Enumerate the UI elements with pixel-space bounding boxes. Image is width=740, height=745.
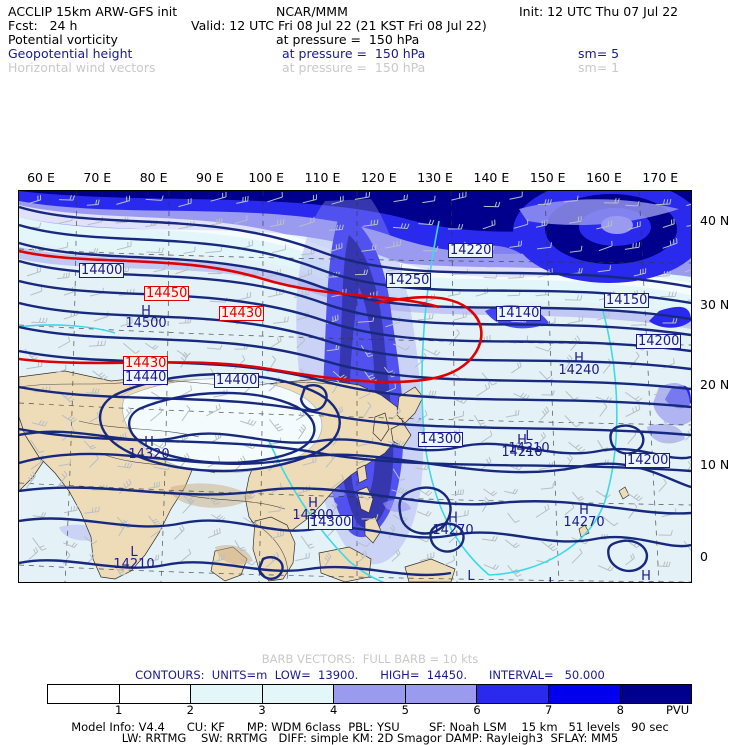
header-field-pv: Potential vorticity: [8, 32, 118, 47]
colorbar-tick: 2: [187, 703, 194, 717]
contour-value-label: 14150: [604, 293, 649, 308]
extrema-value: 14270: [432, 523, 473, 538]
colorbar-tick: 1: [115, 703, 122, 717]
barb-vector-note: BARB VECTORS: FULL BARB = 10 kts: [0, 652, 740, 666]
header-height-smoothing: sm= 5: [578, 46, 619, 61]
lon-tick-label: 110 E: [305, 170, 341, 185]
colorbar-band-1[interactable]: [48, 685, 120, 703]
header-wind-smoothing: sm= 1: [578, 60, 619, 75]
lon-tick-label: 100 E: [248, 170, 284, 185]
colorbar-band-9[interactable]: [621, 685, 692, 703]
extrema-value: 14300: [292, 508, 333, 523]
lon-tick-label: 140 E: [474, 170, 510, 185]
colorbar-band-3[interactable]: [191, 685, 263, 703]
colorbar-band-2[interactable]: [120, 685, 192, 703]
lon-tick-label: 160 E: [586, 170, 622, 185]
contour-value-label: 14400: [214, 373, 259, 388]
colorbar-tick: 3: [258, 703, 265, 717]
contour-value-label: 14300: [418, 432, 463, 447]
lon-tick-label: 120 E: [361, 170, 397, 185]
pv-colorbar-ticks: 1 2 3 4 5 6 7 8 PVU: [47, 703, 692, 719]
header-height-pressure: at pressure = 150 hPa: [282, 46, 425, 61]
header-forecast-hour: Fcst: 24 h: [8, 18, 77, 33]
colorbar-band-8[interactable]: [549, 685, 621, 703]
colorbar-tick: 6: [473, 703, 480, 717]
pv-colorbar[interactable]: [47, 684, 692, 704]
header-pv-pressure: at pressure = 150 hPa: [276, 32, 419, 47]
lon-tick-label: 70 E: [83, 170, 111, 185]
header-wind-pressure: at pressure = 150 hPa: [282, 60, 425, 75]
colorbar-tick: 7: [545, 703, 552, 717]
colorbar-band-4[interactable]: [263, 685, 335, 703]
extrema-label: L14260: [531, 578, 572, 583]
lon-tick-label: 170 E: [642, 170, 678, 185]
contour-value-label: 14400: [79, 263, 124, 278]
colorbar-tick: 8: [617, 703, 624, 717]
extrema-label: H14260: [625, 571, 666, 583]
lon-tick-label: 90 E: [196, 170, 224, 185]
extrema-value: 14210: [113, 557, 154, 572]
contour-value-label: 14440: [123, 370, 168, 385]
extrema-value: 14240: [450, 581, 491, 583]
extrema-label: L14240: [450, 571, 491, 583]
extrema-value: 14500: [125, 316, 166, 331]
extrema-value: 14240: [558, 363, 599, 378]
header-valid-time: Valid: 12 UTC Fri 08 Jul 22 (21 KST Fri …: [191, 18, 487, 33]
header-center-org: NCAR/MMM: [276, 4, 348, 19]
extrema-value: 14270: [563, 515, 604, 530]
extrema-type: L: [531, 578, 572, 583]
contour-value-label: 14220: [448, 243, 493, 258]
contour-value-label: 14430: [123, 356, 168, 371]
header-block: ACCLIP 15km ARW-GFS init NCAR/MMM Init: …: [0, 0, 740, 92]
lon-tick-label: 60 E: [27, 170, 55, 185]
lat-tick-label: 0: [700, 549, 708, 564]
extrema-value: 14210: [501, 445, 542, 460]
model-info-line-2: LW: RRTMG SW: RRTMG DIFF: simple KM: 2D …: [0, 731, 740, 745]
contour-value-label: 14250: [386, 273, 431, 288]
lon-tick-label: 150 E: [530, 170, 566, 185]
lat-tick-label: 30 N: [700, 297, 729, 312]
contour-value-label: 14200: [625, 453, 670, 468]
colorbar-tick: 5: [402, 703, 409, 717]
lon-tick-label: 80 E: [140, 170, 168, 185]
lat-tick-label: 10 N: [700, 457, 729, 472]
contour-value-label: 14140: [496, 306, 541, 321]
colorbar-band-6[interactable]: [406, 685, 478, 703]
lon-tick-label: 130 E: [417, 170, 453, 185]
header-field-wind: Horizontal wind vectors: [8, 60, 156, 75]
header-init-time: Init: 12 UTC Thu 07 Jul 22: [519, 4, 678, 19]
header-model-title: ACCLIP 15km ARW-GFS init: [8, 4, 177, 19]
contour-value-label: 14450: [144, 286, 189, 301]
lat-tick-label: 20 N: [700, 377, 729, 392]
contour-legend-line: CONTOURS: UNITS=m LOW= 13900. HIGH= 1445…: [0, 668, 740, 682]
colorbar-tick: 4: [330, 703, 337, 717]
header-field-height: Geopotential height: [8, 46, 132, 61]
contour-value-label: 14200: [636, 334, 681, 349]
colorbar-band-7[interactable]: [477, 685, 549, 703]
extrema-value: 14260: [625, 581, 666, 583]
extrema-value: 14320: [128, 447, 169, 462]
contour-value-label: 14430: [219, 306, 264, 321]
colorbar-unit-label: PVU: [666, 703, 689, 717]
lat-tick-label: 40 N: [700, 213, 729, 228]
colorbar-band-5[interactable]: [334, 685, 406, 703]
